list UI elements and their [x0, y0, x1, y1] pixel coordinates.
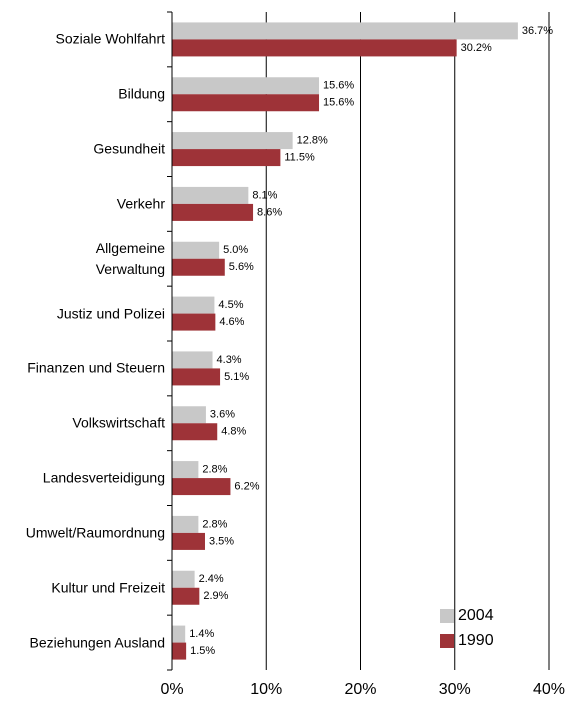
x-tick-label: 10%: [250, 681, 282, 698]
data-label: 3.6%: [210, 409, 235, 421]
data-label: 2.8%: [202, 518, 227, 530]
data-label: 4.5%: [218, 299, 243, 311]
category-label: Justiz und Polizei: [56, 305, 165, 322]
bar: [172, 313, 216, 331]
bar: [172, 478, 231, 496]
category-label: Verkehr: [116, 195, 165, 212]
category-label: Bildung: [118, 85, 165, 102]
data-label: 1.5%: [190, 645, 215, 657]
bar: [172, 296, 215, 314]
data-label: 15.6%: [323, 97, 354, 109]
category-label: Finanzen und Steuern: [27, 359, 165, 376]
data-label: 15.6%: [323, 80, 354, 92]
data-label: 5.6%: [229, 261, 254, 273]
data-label: 36.7%: [522, 25, 553, 37]
data-label: 4.8%: [221, 426, 246, 438]
bar: [172, 625, 186, 643]
bar: [172, 94, 320, 112]
data-label: 4.6%: [219, 316, 244, 328]
bar: [172, 461, 199, 479]
bar: [172, 423, 218, 441]
data-label: 2.9%: [203, 590, 228, 602]
data-label: 5.1%: [224, 371, 249, 383]
category-label: Soziale Wohlfahrt: [55, 30, 165, 47]
data-label: 3.5%: [209, 535, 234, 547]
x-tick-label: 0%: [160, 681, 183, 698]
x-tick-label: 40%: [533, 681, 565, 698]
category-label: Beziehungen Ausland: [29, 634, 165, 651]
data-label: 8.6%: [257, 206, 282, 218]
category-label: Gesundheit: [93, 140, 165, 157]
bar: [172, 642, 187, 660]
bar: [172, 132, 293, 150]
bar: [172, 203, 254, 221]
category-label: Volkswirtschaft: [72, 414, 165, 431]
bar: [172, 532, 205, 550]
category-label: Umwelt/Raumordnung: [25, 524, 165, 541]
bar: [172, 22, 518, 40]
data-label: 2.4%: [199, 573, 224, 585]
bar: [172, 515, 199, 533]
bar: [172, 587, 200, 605]
category-label: Allgemeine Verwaltung: [95, 239, 165, 277]
x-tick-label: 30%: [439, 681, 471, 698]
category-label: Landesverteidigung: [42, 469, 165, 486]
bar: [172, 241, 220, 259]
legend-swatch: [440, 609, 454, 623]
data-label: 1.4%: [189, 628, 214, 640]
x-tick-label: 20%: [344, 681, 376, 698]
legend-label: 1990: [458, 632, 494, 649]
bar: [172, 186, 249, 204]
data-label: 12.8%: [297, 134, 328, 146]
legend-label: 2004: [458, 607, 494, 624]
bar: [172, 351, 213, 369]
data-label: 4.3%: [217, 354, 242, 366]
bar: [172, 570, 195, 588]
bar: [172, 77, 320, 95]
bar: [172, 39, 457, 57]
data-label: 11.5%: [284, 151, 315, 163]
bar: [172, 406, 206, 424]
bar: [172, 258, 225, 276]
bar: [172, 149, 281, 167]
data-label: 2.8%: [202, 463, 227, 475]
bar: [172, 368, 221, 386]
data-label: 6.2%: [234, 480, 259, 492]
legend-swatch: [440, 634, 454, 648]
data-label: 30.2%: [461, 42, 492, 54]
data-label: 8.1%: [252, 189, 277, 201]
category-label: Kultur und Freizeit: [51, 579, 165, 596]
data-label: 5.0%: [223, 244, 248, 256]
